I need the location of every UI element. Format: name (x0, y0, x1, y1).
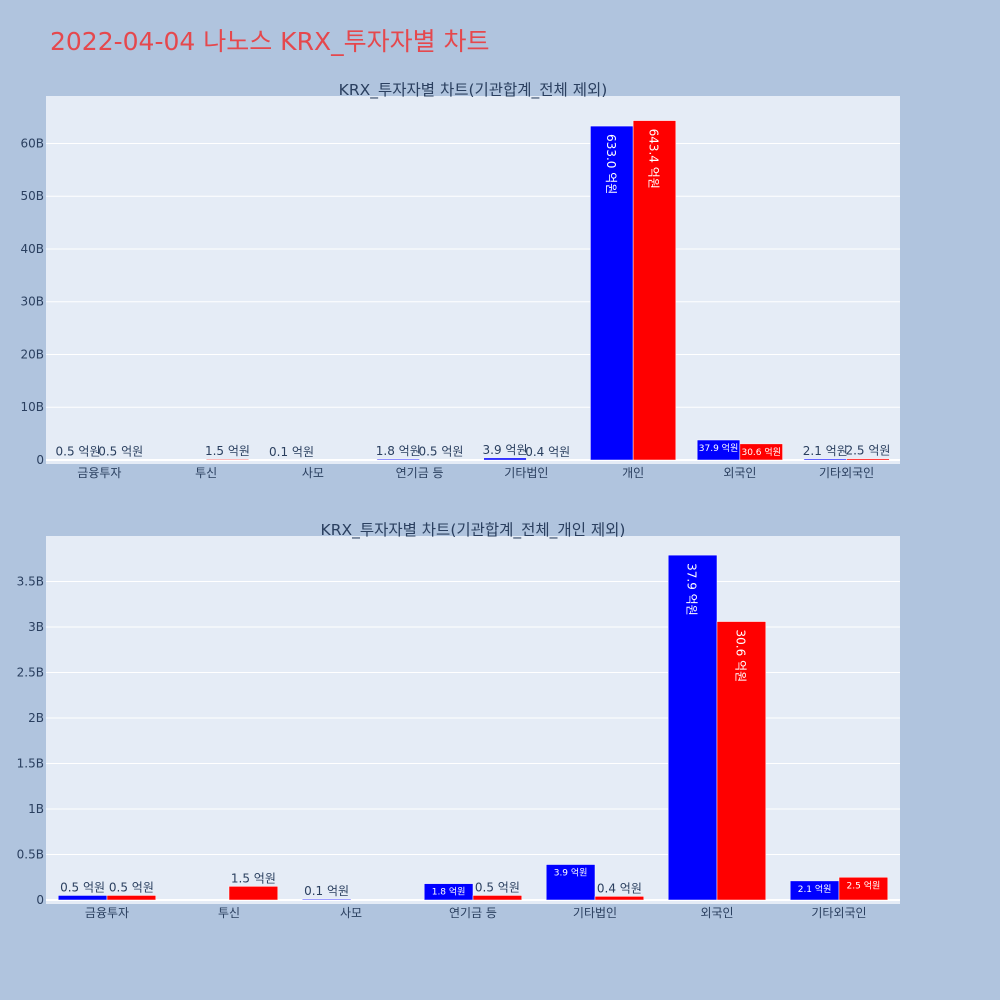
chart1-x-tick-label: 기타외국인 (819, 466, 874, 480)
chart2-y-tick-label: 1B (28, 802, 44, 816)
chart1-bar-sell (205, 458, 250, 461)
chart2-data-label: 1.8 억원 (432, 886, 466, 898)
chart1-y-tick-label: 10B (20, 400, 44, 414)
chart2-y-tick-label: 2.5B (17, 666, 44, 680)
chart1-data-label: 0.5 억원 (418, 445, 463, 459)
chart2-y-tick-label: 0.5B (17, 848, 44, 862)
chart1-data-label: 0.5 억원 (98, 445, 143, 459)
chart2-x-tick-label: 기타법인 (573, 906, 617, 920)
chart2-y-tick-label: 3.5B (17, 575, 44, 589)
chart1-plot-area (46, 96, 900, 464)
chart2-y-tick-label: 1.5B (17, 757, 44, 771)
chart1-x-tick-label: 외국인 (723, 466, 756, 480)
chart1-bar-sell (739, 443, 783, 461)
chart1-data-label: 30.6 억원 (741, 446, 780, 458)
chart1-y-tick-label: 20B (20, 347, 44, 361)
chart1-data-label: 0.5 억원 (56, 445, 101, 459)
chart2-bar-buy (301, 898, 352, 901)
chart2-y-tick-label: 2B (28, 711, 44, 725)
chart1-data-label: 1.8 억원 (376, 444, 421, 458)
chart2-data-label: 2.1 억원 (798, 883, 832, 895)
chart2-x-tick-label: 외국인 (700, 906, 733, 920)
chart1-x-tick-label: 개인 (622, 466, 644, 480)
chart2-data-label: 0.5 억원 (109, 880, 154, 894)
chart1-y-tick-label: 60B (20, 136, 44, 150)
chart2-bar-buy (423, 883, 474, 901)
chart2-x-tick-label: 금융투자 (85, 906, 129, 920)
chart2-bar-sell (106, 895, 157, 901)
chart2-data-label: 1.5 억원 (231, 871, 276, 885)
chart1-bar-buy (483, 457, 527, 461)
chart1-data-label: 633.0 억원 (604, 134, 618, 194)
chart2-bar-buy (667, 554, 718, 901)
chart1-bar-buy (590, 125, 634, 461)
chart2-x-tick-label: 투신 (218, 906, 240, 920)
chart1-data-label: 3.9 억원 (483, 443, 528, 457)
chart2-data-label: 37.9 억원 (685, 563, 699, 616)
chart2-bar-sell (594, 896, 645, 901)
chart2-bar-buy (57, 895, 108, 901)
chart1-subtitle: KRX_투자자별 차트(기관합계_전체 제외) (339, 81, 608, 100)
chart1-y-tick-label: 50B (20, 189, 44, 203)
chart1-data-label: 1.5 억원 (205, 444, 250, 458)
chart2-subtitle: KRX_투자자별 차트(기관합계_전체_개인 제외) (321, 521, 626, 540)
chart2-data-label: 0.5 억원 (60, 880, 105, 894)
chart2-x-tick-label: 사모 (340, 906, 362, 920)
chart1-y-tick-label: 30B (20, 295, 44, 309)
chart1-data-label: 2.1 억원 (803, 444, 848, 458)
chart2-data-label: 0.1 억원 (304, 884, 349, 898)
chart1-y-tick-label: 40B (20, 242, 44, 256)
chart2-bar-sell (228, 886, 279, 901)
chart1-x-tick-label: 사모 (302, 466, 324, 480)
chart2-y-tick-label: 0 (36, 893, 44, 907)
chart1-x-tick-label: 연기금 등 (396, 466, 444, 480)
chart2-y-tick-label: 3B (28, 620, 44, 634)
chart2-x-tick-label: 기타외국인 (811, 906, 866, 920)
chart1-data-label: 0.1 억원 (269, 445, 314, 459)
chart2-data-label: 3.9 억원 (554, 867, 588, 879)
chart1-x-tick-label: 금융투자 (77, 466, 121, 480)
chart1-bar-sell (632, 120, 677, 461)
chart1-data-label: 37.9 억원 (699, 442, 738, 454)
page-title: 2022-04-04 나노스 KRX_투자자별 차트 (50, 27, 490, 56)
chart1-x-tick-label: 기타법인 (504, 466, 548, 480)
chart2-data-label: 0.4 억원 (597, 881, 642, 895)
chart1-data-label: 643.4 억원 (646, 129, 660, 189)
chart2-bar-sell (838, 877, 889, 901)
chart2-x-tick-label: 연기금 등 (449, 906, 497, 920)
chart1-y-tick-label: 0 (36, 453, 44, 467)
chart2-bar-buy (545, 864, 596, 901)
chart2-plot-area (46, 536, 900, 904)
chart2-bar-sell (472, 895, 523, 901)
chart2-bar-sell (716, 621, 767, 901)
chart1-data-label: 0.4 억원 (525, 445, 570, 459)
chart2-data-label: 30.6 억원 (733, 630, 747, 683)
chart2-data-label: 2.5 억원 (847, 879, 881, 891)
chart-top: KRX_투자자별 차트(기관합계_전체 제외) 0 10B 20B 30B 40B 50B 6… (20, 81, 900, 480)
chart1-bar-sell (846, 458, 890, 461)
chart2-data-label: 0.5 억원 (475, 880, 520, 894)
chart1-x-tick-label: 투신 (195, 466, 217, 480)
chart1-data-label: 2.5 억원 (845, 444, 890, 458)
